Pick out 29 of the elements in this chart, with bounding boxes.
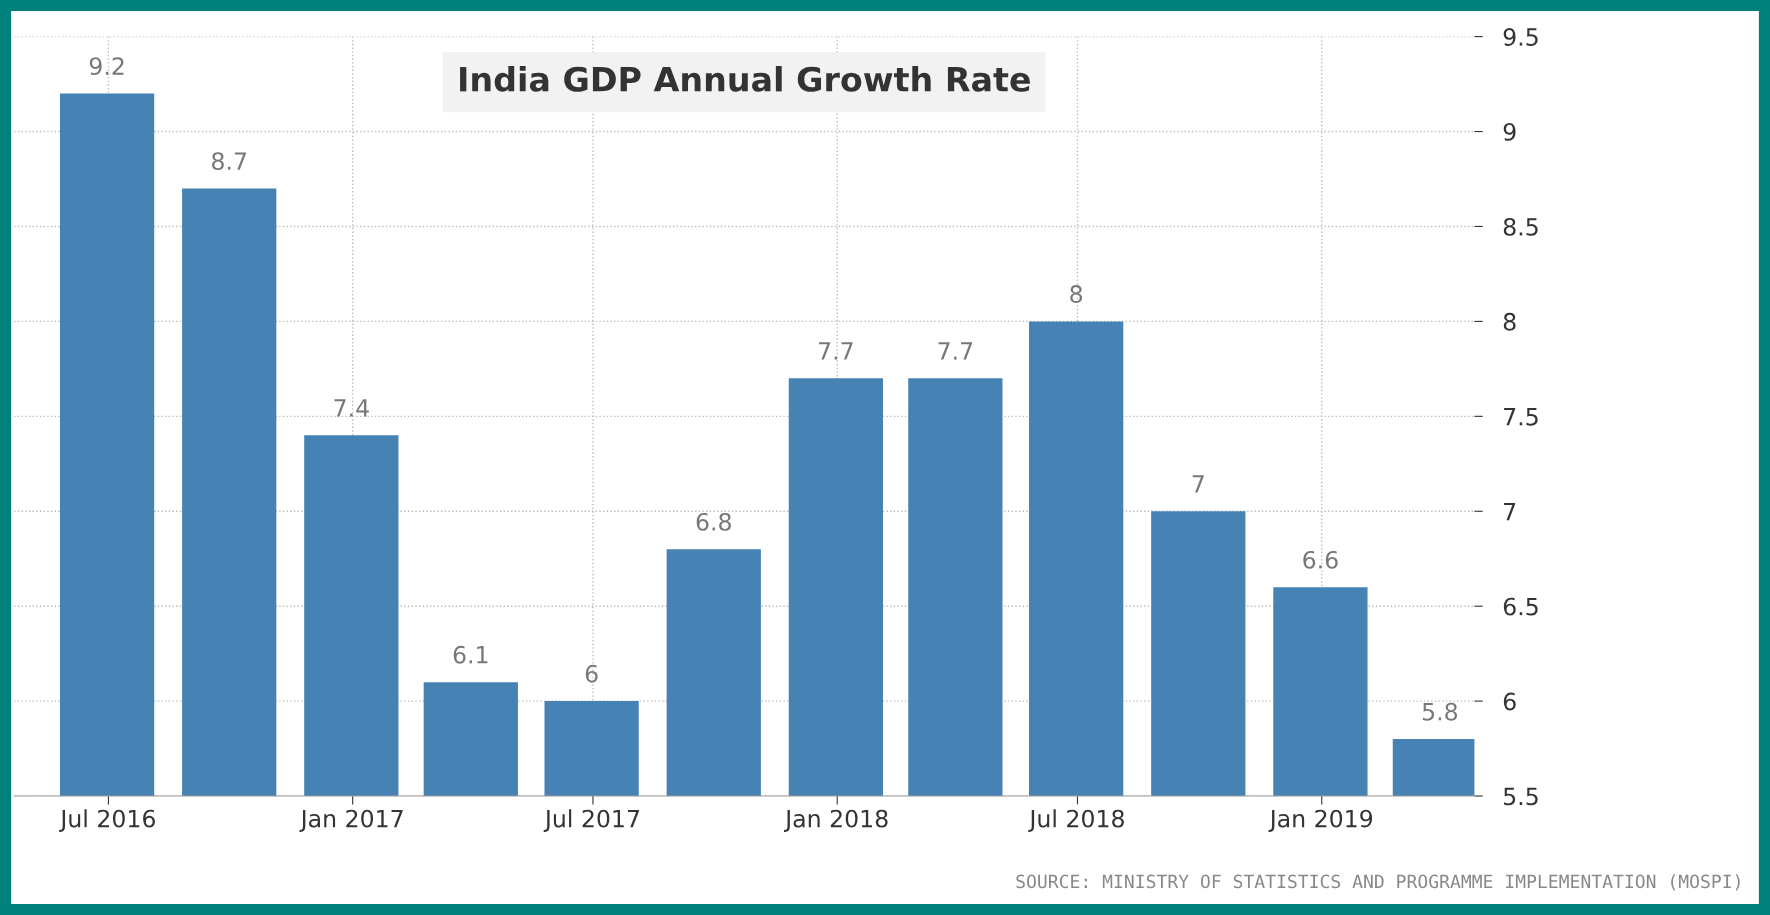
data-label: 6 <box>585 664 598 683</box>
y-tick-label: 9.5 <box>1503 28 1538 46</box>
text: India GDP Annual Growth Rate <box>460 66 1030 92</box>
x-tick-label: Jul 2016 <box>59 809 155 832</box>
y-tick-label: 8.5 <box>1503 217 1538 236</box>
data-label: 7.7 <box>819 342 853 360</box>
y-tick-label: 7.5 <box>1504 408 1538 426</box>
x-tick-label: Jul 2017 <box>543 809 639 832</box>
x-tick-label: Jan 2019 <box>1268 809 1373 832</box>
y-tick-label: 5.5 <box>1504 787 1538 806</box>
y-tick-label: 6.5 <box>1503 597 1538 616</box>
y-tick-label: 8 <box>1503 312 1516 331</box>
data-label: 7.4 <box>334 399 369 417</box>
data-label: 6.8 <box>696 512 731 531</box>
data-label: 7.7 <box>938 342 973 360</box>
data-label: 6.1 <box>453 645 488 664</box>
x-tick-label: Jul 2018 <box>1028 809 1124 832</box>
data-label: 8.7 <box>212 152 246 171</box>
data-label: 8 <box>1070 285 1083 303</box>
source-note: SOURCE: MINISTRY OF STATISTICS AND PROGRAMME IMPLEMENTATION (MOSPI) <box>1016 874 1740 891</box>
data-label: 9.2 <box>89 57 124 76</box>
y-tick-label: 7 <box>1504 503 1516 521</box>
y-tick-label: 9 <box>1503 122 1516 141</box>
data-label: 7 <box>1192 475 1204 493</box>
y-tick-label: 6 <box>1503 692 1516 711</box>
data-label: 6.6 <box>1303 550 1338 569</box>
x-tick-label: Jan 2018 <box>783 809 888 832</box>
data-label: 5.8 <box>1422 702 1458 721</box>
x-tick-label: Jan 2017 <box>299 809 403 832</box>
